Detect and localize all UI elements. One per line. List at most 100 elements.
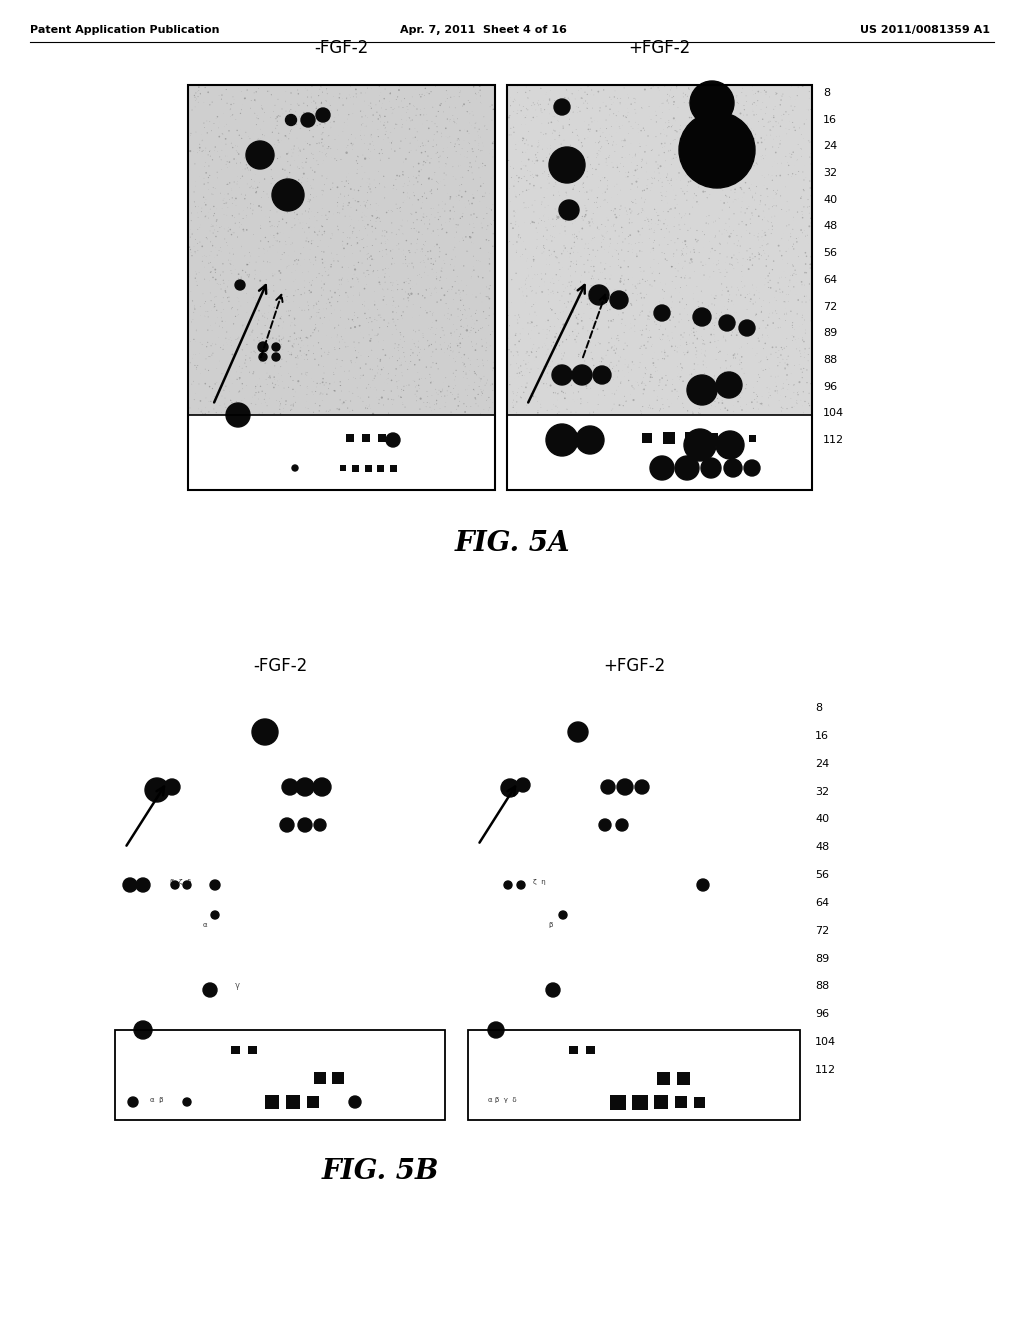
Point — [187, 96, 204, 117]
Point — [731, 354, 748, 375]
Point — [203, 300, 219, 321]
Point — [712, 232, 728, 253]
Point — [239, 173, 255, 194]
Point — [414, 193, 430, 214]
Point — [224, 345, 241, 366]
Point — [256, 102, 272, 123]
Point — [447, 169, 464, 190]
Point — [674, 246, 690, 267]
Point — [289, 253, 305, 275]
Point — [281, 305, 297, 326]
Point — [249, 375, 265, 396]
Point — [778, 370, 795, 391]
Point — [632, 132, 648, 153]
Point — [593, 351, 609, 372]
Point — [575, 253, 592, 275]
Point — [471, 223, 487, 244]
Point — [772, 94, 788, 115]
Point — [738, 86, 755, 107]
Point — [635, 117, 651, 139]
Point — [321, 401, 337, 422]
Point — [618, 391, 635, 412]
Point — [700, 205, 717, 226]
Point — [716, 160, 732, 181]
Point — [290, 347, 306, 368]
Point — [662, 310, 678, 331]
Point — [188, 321, 205, 342]
Point — [555, 318, 571, 339]
Point — [201, 391, 217, 412]
Point — [313, 279, 330, 300]
Point — [461, 123, 477, 144]
Point — [276, 206, 293, 227]
Point — [506, 128, 522, 149]
Point — [721, 209, 737, 230]
Point — [196, 112, 212, 133]
Point — [786, 355, 803, 376]
Point — [549, 86, 565, 107]
Circle shape — [145, 777, 169, 803]
Point — [562, 243, 579, 264]
Point — [575, 177, 592, 198]
Point — [432, 145, 449, 166]
Point — [190, 77, 207, 98]
Point — [406, 319, 422, 341]
Point — [439, 380, 456, 401]
Point — [663, 116, 679, 137]
Point — [286, 271, 302, 292]
Point — [785, 141, 802, 162]
Point — [547, 343, 563, 364]
Point — [270, 132, 287, 153]
Point — [676, 148, 692, 169]
Point — [414, 186, 430, 207]
Point — [553, 215, 569, 236]
Point — [579, 337, 595, 358]
Point — [436, 305, 453, 326]
Point — [751, 399, 767, 420]
Point — [698, 356, 715, 378]
Point — [592, 275, 608, 296]
Point — [595, 228, 611, 249]
Point — [676, 92, 692, 114]
Point — [781, 374, 798, 395]
Point — [637, 141, 653, 162]
Point — [667, 144, 683, 165]
Point — [793, 389, 809, 411]
Point — [481, 397, 498, 418]
Point — [327, 300, 343, 321]
Point — [608, 207, 625, 228]
Point — [792, 337, 808, 358]
Point — [610, 255, 627, 276]
Point — [184, 99, 201, 120]
Point — [229, 300, 246, 321]
Point — [244, 322, 260, 343]
Point — [436, 174, 453, 195]
Point — [664, 154, 680, 176]
Point — [767, 372, 783, 393]
Point — [586, 289, 602, 310]
Point — [413, 86, 429, 107]
Point — [508, 135, 524, 156]
Point — [646, 219, 663, 240]
Point — [318, 81, 335, 102]
Point — [584, 209, 600, 230]
Point — [762, 86, 778, 107]
Point — [614, 231, 631, 252]
Point — [274, 209, 291, 230]
Point — [604, 337, 621, 358]
Point — [373, 308, 389, 329]
Point — [365, 111, 381, 132]
Point — [528, 228, 545, 249]
Point — [225, 244, 242, 265]
Point — [182, 227, 199, 248]
Point — [326, 371, 342, 392]
Point — [191, 140, 208, 161]
Point — [656, 248, 673, 269]
Point — [604, 358, 621, 379]
Point — [569, 203, 586, 224]
Point — [425, 302, 441, 323]
Point — [250, 108, 266, 129]
Point — [713, 83, 729, 104]
Point — [307, 314, 324, 335]
Point — [371, 389, 387, 411]
